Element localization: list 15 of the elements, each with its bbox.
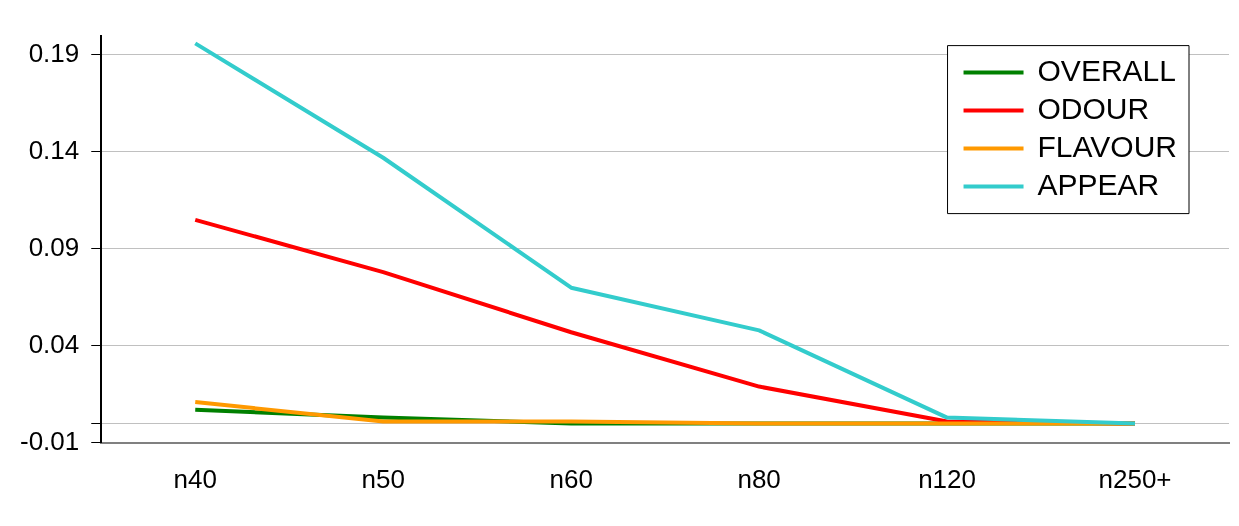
- y-tick-label: 0.04: [28, 329, 80, 360]
- x-tick-label: n120: [918, 463, 976, 494]
- x-tick-label: n80: [737, 463, 781, 494]
- legend-label: FLAVOUR: [1037, 129, 1177, 163]
- x-tick-label: n60: [549, 463, 593, 494]
- legend-label: APPEAR: [1037, 167, 1160, 201]
- legend-label: OVERALL: [1037, 53, 1176, 87]
- y-tick-label: 0.19: [28, 38, 80, 69]
- x-tick-label: n50: [361, 463, 405, 494]
- x-tick-label: n40: [173, 463, 217, 494]
- x-tick-label: n250+: [1098, 463, 1172, 494]
- y-tick-label: 0.09: [28, 232, 80, 263]
- legend-label: ODOUR: [1037, 91, 1150, 125]
- y-tick-label: 0.14: [28, 135, 80, 166]
- y-tick-label: -0.01: [20, 425, 80, 456]
